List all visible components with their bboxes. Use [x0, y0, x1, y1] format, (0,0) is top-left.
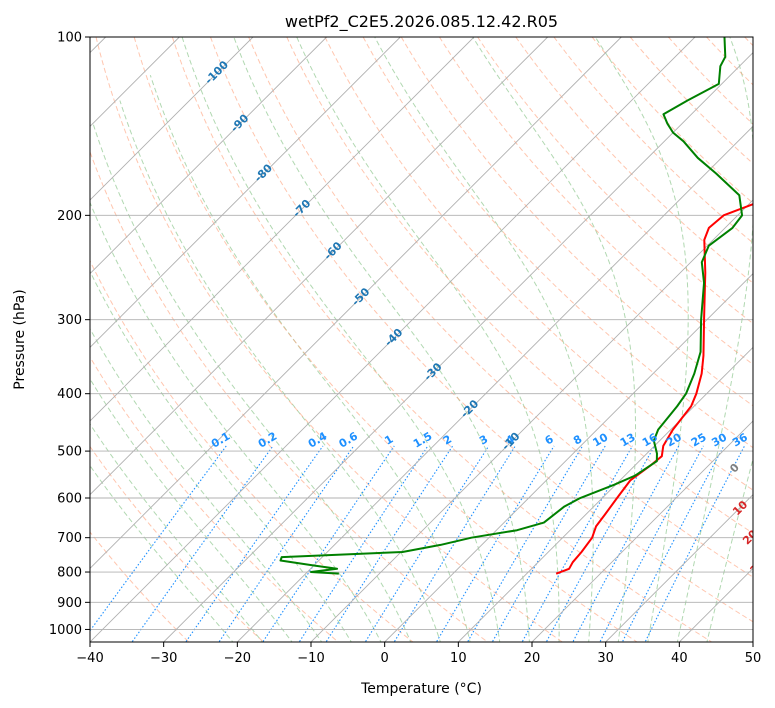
mixing-ratio-line — [325, 445, 454, 642]
y-tick-label: 300 — [57, 313, 82, 328]
dry-adiabat-line — [95, 37, 563, 642]
moist-adiabat-line — [90, 270, 352, 642]
x-tick-label: −20 — [224, 651, 251, 666]
dry-adiabat-line — [286, 37, 753, 534]
x-tick-label: 0 — [381, 651, 389, 666]
x-tick-label: −10 — [297, 651, 324, 666]
dry-adiabat-line — [248, 37, 753, 578]
dry-adiabat-line — [515, 37, 753, 284]
mixing-ratio-line — [218, 445, 355, 642]
moist-adiabat-line — [149, 75, 471, 642]
chart-title: wetPf2_C2E5.2026.085.12.42.R05 — [285, 12, 558, 32]
isobar-gridlines — [90, 37, 753, 630]
dry-adiabats — [90, 37, 753, 642]
mixing-ratio-line — [621, 445, 725, 642]
mixing-ratio-line — [393, 445, 516, 642]
x-tick-label: −40 — [76, 651, 103, 666]
dry-adiabat-line — [629, 37, 753, 165]
dry-adiabat-line — [553, 37, 753, 244]
mixing-ratio-line — [572, 445, 680, 642]
y-axis: 1000 900 800 700 600 500 400 300 200 100 — [49, 31, 90, 638]
x-axis: −40 −30 −20 −10 0 10 20 30 40 50 — [76, 642, 761, 666]
x-axis-label: Temperature (°C) — [360, 681, 482, 697]
plot-frame — [89, 36, 754, 643]
temperature-profile-line — [555, 203, 753, 575]
dewpoint-profile-line — [279, 37, 744, 575]
y-tick-label: 1000 — [49, 623, 82, 638]
profile-series — [279, 37, 753, 575]
x-tick-label: 10 — [450, 651, 467, 666]
y-tick-label: 600 — [57, 492, 82, 507]
mixing-ratio-line — [262, 445, 395, 642]
dry-adiabat-line — [400, 37, 753, 407]
isotherm-line — [605, 494, 753, 642]
x-tick-label: 20 — [524, 651, 541, 666]
x-tick-label: 50 — [745, 651, 762, 666]
x-tick-label: 40 — [671, 651, 688, 666]
isotherm-line — [458, 346, 753, 642]
isotherm-line — [531, 420, 753, 642]
isotherm-line — [90, 37, 327, 275]
dry-adiabat-line — [90, 259, 414, 642]
y-tick-label: 400 — [57, 387, 82, 402]
mixing-ratio-line — [131, 445, 274, 642]
isotherm-line — [90, 37, 548, 496]
isotherm-line — [310, 199, 753, 642]
mixing-ratio-lines — [90, 445, 746, 642]
mixing-ratio-line — [185, 445, 324, 642]
dry-adiabat-line — [324, 37, 753, 491]
dry-adiabat-line — [210, 37, 753, 623]
dry-adiabat-line — [90, 445, 264, 642]
dry-adiabat-line — [90, 356, 339, 642]
mixing-ratio-line — [90, 445, 227, 632]
mixing-ratio-line — [364, 445, 490, 642]
x-tick-label: 30 — [597, 651, 614, 666]
dry-adiabat-line — [171, 37, 712, 642]
mixing-ratio-line — [545, 445, 656, 642]
moist-adiabat-line — [119, 100, 441, 642]
mixing-ratio-line — [521, 445, 633, 642]
y-tick-label: 800 — [57, 566, 82, 581]
isotherm-line — [90, 37, 475, 422]
isotherm-line — [90, 37, 401, 348]
dry-adiabat-line — [133, 37, 638, 642]
y-tick-label: 200 — [57, 209, 82, 224]
moist-adiabat-line — [90, 327, 323, 642]
mixing-ratio-line — [491, 445, 606, 642]
isotherm-line — [90, 37, 696, 642]
isotherm-line — [163, 52, 753, 642]
isotherm-line — [384, 273, 753, 642]
isotherm-line — [90, 37, 622, 569]
moist-adiabat-line — [90, 423, 264, 642]
y-tick-label: 700 — [57, 531, 82, 546]
dry-adiabat-line — [439, 37, 753, 366]
plot-area: 0.1 0.2 0.4 0.6 1 1.5 2 3 4 6 8 10 13 16 20 25 30 36-100-… — [90, 37, 768, 642]
x-tick-label: −30 — [150, 651, 177, 666]
y-tick-label: 100 — [57, 31, 82, 46]
mixing-ratio-line — [599, 445, 704, 642]
mixing-ratio-line — [298, 445, 429, 642]
moist-adiabat-line — [90, 201, 382, 642]
isotherm-line — [90, 37, 254, 201]
y-axis-label: Pressure (hPa) — [12, 289, 28, 389]
isotherm-line — [237, 125, 753, 642]
moist-adiabat-line — [90, 464, 234, 642]
dry-adiabat-label: 30 — [748, 557, 768, 577]
y-tick-label: 900 — [57, 596, 82, 611]
isotherm-gridlines — [90, 37, 753, 642]
y-tick-label: 500 — [57, 445, 82, 460]
